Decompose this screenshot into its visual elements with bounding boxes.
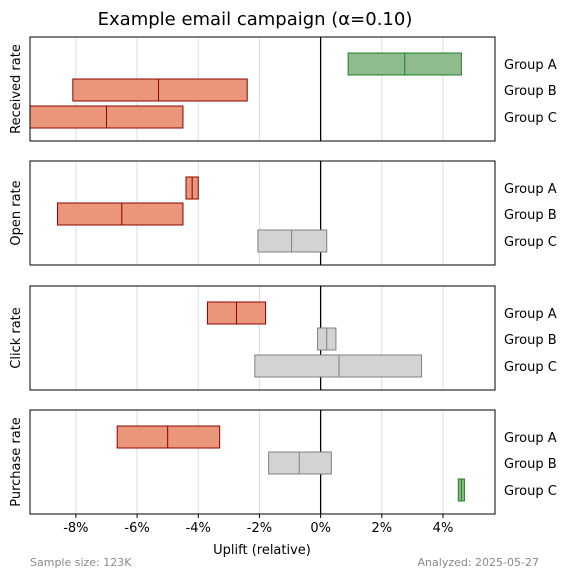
- y-axis-label: Open rate: [9, 180, 24, 245]
- interval-bar: [72, 78, 248, 102]
- x-tick-label: -8%: [63, 521, 88, 536]
- interval-bar: [268, 451, 332, 475]
- group-label: Group A: [504, 431, 557, 446]
- group-label: Group C: [504, 484, 557, 499]
- panel-frame: [29, 409, 496, 515]
- y-axis-label: Received rate: [9, 44, 24, 134]
- interval-bar: [116, 425, 221, 449]
- panel: Group A Group B Group C Open rate: [9, 160, 557, 266]
- x-tick-label: -6%: [124, 521, 149, 536]
- group-label: Group B: [504, 208, 557, 223]
- panel-frame: [29, 160, 496, 266]
- chart-title: Example email campaign (α=0.10): [98, 9, 413, 30]
- panel-frame: [29, 285, 496, 391]
- panel-frame: [29, 36, 496, 142]
- x-tick-label: -4%: [186, 521, 211, 536]
- interval-bar: [257, 229, 328, 253]
- group-label: Group C: [504, 360, 557, 375]
- x-tick-label: 4%: [433, 521, 454, 536]
- panel: Group A Group B Group C Purchase rate: [9, 409, 557, 515]
- group-label: Group A: [504, 58, 557, 73]
- x-tick-label: 0%: [310, 521, 331, 536]
- sample-size-note: Sample size: 123K: [30, 556, 132, 569]
- group-label: Group C: [504, 235, 557, 250]
- x-tick-label: -2%: [247, 521, 272, 536]
- group-label: Group C: [504, 111, 557, 126]
- group-label: Group B: [504, 457, 557, 472]
- interval-bar: [57, 202, 184, 226]
- y-axis-label: Click rate: [9, 307, 24, 369]
- interval-bar: [254, 354, 423, 378]
- group-label: Group A: [504, 307, 557, 322]
- analyzed-date-note: Analyzed: 2025-05-27: [417, 556, 539, 569]
- panel: Group A Group B Group C Click rate: [9, 285, 557, 391]
- x-tick-label: 2%: [371, 521, 392, 536]
- group-label: Group B: [504, 84, 557, 99]
- x-axis-label: Uplift (relative): [213, 543, 311, 558]
- group-label: Group A: [504, 182, 557, 197]
- group-label: Group B: [504, 333, 557, 348]
- y-axis-label: Purchase rate: [9, 417, 24, 507]
- panel: Group A Group B Group C Received rate: [9, 36, 557, 142]
